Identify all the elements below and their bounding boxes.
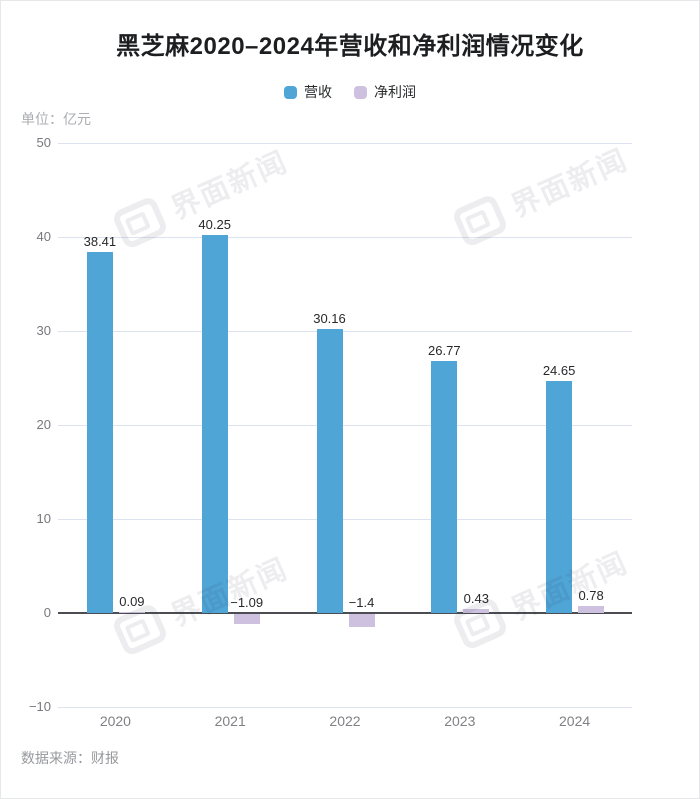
x-tick-2021: 2021 — [214, 713, 246, 729]
bar-净利润-2022 — [348, 614, 375, 628]
bar-净利润-2024 — [578, 605, 605, 613]
bar-label-营收-2022: 30.16 — [313, 311, 346, 327]
y-tick-40: 40 — [36, 229, 51, 244]
revenue-swatch-icon — [284, 85, 297, 99]
bar-营收-2020 — [86, 251, 113, 613]
bar-label-营收-2021: 40.25 — [198, 216, 231, 232]
gridline-30 — [58, 331, 632, 332]
y-tick-10: 10 — [36, 511, 51, 526]
bar-label-营收-2024: 24.65 — [542, 363, 576, 379]
gridline-20 — [58, 425, 632, 426]
y-tick--10: −10 — [28, 699, 51, 714]
profit-swatch-icon — [354, 85, 367, 99]
watermark: 界面新闻 — [450, 137, 633, 249]
bar-净利润-2020 — [118, 611, 145, 613]
bar-净利润-2021 — [233, 614, 260, 625]
bar-label-净利润-2021: −1.09 — [230, 595, 264, 610]
bar-label-净利润-2024: 0.78 — [578, 587, 604, 603]
legend-item-revenue: 营收 — [284, 82, 332, 102]
gridline-40 — [58, 237, 632, 238]
bar-label-营收-2020: 38.41 — [83, 233, 117, 249]
bar-净利润-2023 — [463, 608, 490, 613]
x-tick-2024: 2024 — [559, 713, 591, 729]
legend-item-profit: 净利润 — [354, 82, 416, 102]
bar-label-净利润-2022: −1.4 — [348, 595, 375, 610]
watermark-text: 界面新闻 — [166, 146, 294, 226]
x-tick-2022: 2022 — [329, 713, 361, 729]
y-tick-20: 20 — [36, 417, 51, 432]
x-tick-2020: 2020 — [99, 713, 131, 729]
y-tick-0: 0 — [43, 605, 51, 620]
watermark-text: 界面新闻 — [166, 553, 294, 633]
unit-label: 单位：亿元 — [21, 111, 91, 127]
bar-label-净利润-2020: 0.09 — [119, 593, 145, 609]
bar-label-净利润-2023: 0.43 — [463, 590, 489, 606]
chart-title: 黑芝麻2020–2024年营收和净利润情况变化 — [116, 33, 584, 60]
gridline-10 — [58, 519, 632, 520]
jiemian-logo-icon — [110, 602, 170, 658]
watermark-text: 界面新闻 — [506, 144, 634, 224]
legend-label-revenue: 营收 — [304, 84, 332, 100]
legend-label-profit: 净利润 — [374, 84, 416, 100]
y-tick-50: 50 — [36, 135, 51, 150]
x-tick-2023: 2023 — [444, 713, 476, 729]
gridline--10 — [58, 707, 632, 708]
y-tick-30: 30 — [36, 323, 51, 338]
bar-营收-2024 — [546, 381, 573, 613]
bar-营收-2023 — [431, 361, 458, 613]
gridline-50 — [58, 143, 632, 144]
jiemian-logo-icon — [450, 193, 510, 249]
bar-营收-2021 — [201, 234, 228, 613]
zero-line — [58, 612, 632, 614]
bar-营收-2022 — [316, 329, 343, 613]
source-note: 数据来源：财报 — [21, 750, 119, 766]
legend: 营收 净利润 — [1, 82, 699, 102]
bar-label-营收-2023: 26.77 — [428, 343, 461, 359]
